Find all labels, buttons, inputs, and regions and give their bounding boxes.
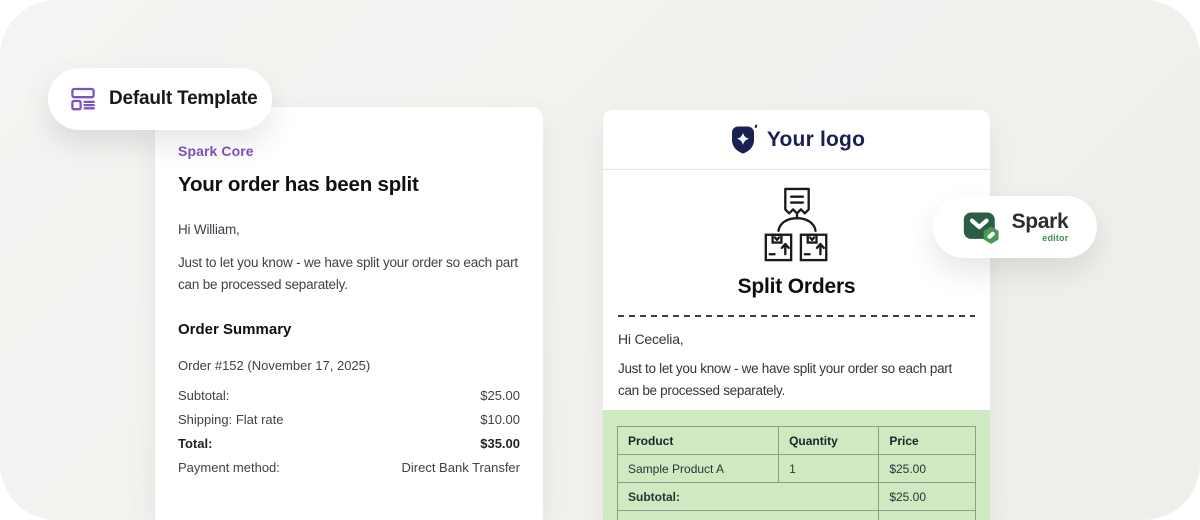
subtotal-label: Subtotal: (616, 482, 880, 511)
default-template-email-card: Spark Core Your order has been split Hi … (155, 107, 543, 520)
email-greeting: Hi William, (178, 222, 240, 237)
email-heading: Split Orders (737, 275, 856, 298)
cell-product: Sample Product A (616, 454, 780, 483)
spark-editor-badge[interactable]: Spark editor (933, 196, 1097, 258)
layout-list-icon (70, 86, 96, 112)
dashed-divider (618, 315, 975, 317)
email-heading: Your order has been split (178, 173, 419, 196)
shield-spark-icon (728, 124, 758, 156)
store-brand-name: Spark Core (178, 143, 254, 159)
spark-sublabel: editor (1042, 232, 1069, 243)
summary-row-shipping: Shipping: Flat rate $10.00 (178, 412, 520, 427)
table-header-row: Product Quantity Price (616, 426, 976, 455)
logo-text: Your logo (766, 127, 866, 151)
table-row-clipped (616, 510, 976, 520)
order-table: Product Quantity Price Sample Product A … (616, 426, 976, 520)
summary-row-subtotal: Subtotal: $25.00 (178, 388, 520, 403)
spark-wordmark: Spark editor (1011, 209, 1069, 243)
spark-template-email-card: Your logo Split Orders Hi Cecelia, Just … (603, 110, 990, 520)
order-number-line: Order #152 (November 17, 2025) (178, 358, 371, 373)
order-summary-rows: Subtotal: $25.00 Shipping: Flat rate $10… (178, 388, 520, 484)
order-details-section: Product Quantity Price Sample Product A … (603, 410, 990, 520)
split-orders-icon (603, 186, 990, 264)
email-body-text: Just to let you know - we have split you… (178, 255, 518, 292)
email-logo-header: Your logo (603, 110, 990, 170)
summary-row-total: Total: $35.00 (178, 436, 520, 451)
cell-quantity: 1 (778, 454, 880, 483)
subtotal-value: $25.00 (878, 482, 976, 511)
envelope-edit-icon (962, 207, 1002, 247)
cell-price: $25.00 (878, 454, 976, 483)
table-subtotal-row: Subtotal: $25.00 (616, 482, 976, 511)
col-header-quantity: Quantity (778, 426, 880, 455)
table-row: Sample Product A 1 $25.00 (616, 454, 976, 483)
col-header-product: Product (616, 426, 780, 455)
col-header-price: Price (878, 426, 976, 455)
email-body-text: Just to let you know - we have split you… (618, 361, 952, 398)
email-greeting: Hi Cecelia, (618, 331, 684, 347)
order-summary-heading: Order Summary (178, 321, 292, 338)
default-template-badge[interactable]: Default Template (48, 68, 272, 130)
summary-row-payment: Payment method: Direct Bank Transfer (178, 460, 520, 475)
default-template-label: Default Template (109, 88, 258, 109)
spark-label: Spark (1011, 209, 1069, 233)
